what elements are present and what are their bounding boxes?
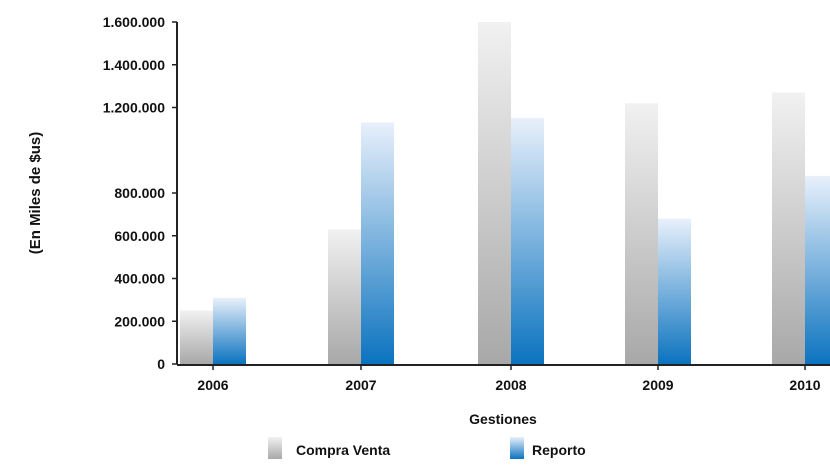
y-tick-label: 1.600.000: [103, 14, 165, 30]
legend: Compra Venta Reporto: [268, 437, 586, 459]
y-tick-label: 600.000: [114, 228, 165, 244]
bar-compra-venta-2006: [180, 310, 213, 364]
y-axis: 0 200.000 400.000 600.000 800.000 1.200.000 1.…: [103, 14, 178, 372]
y-tick-label: 400.000: [114, 271, 165, 287]
x-tick-label: 2009: [642, 377, 673, 393]
x-tick-label: 2010: [789, 377, 820, 393]
x-tick-label: 2006: [197, 377, 228, 393]
y-tick-label: 1.200.000: [103, 100, 165, 116]
bar-reporto-2010: [805, 175, 830, 364]
y-tick-label: 1.400.000: [103, 57, 165, 73]
bars-group: [180, 22, 830, 365]
x-axis: 2006 2007 2008 2009 2010: [177, 364, 830, 393]
bar-reporto-2009: [658, 218, 691, 364]
bar-compra-venta-2009: [625, 103, 658, 364]
legend-swatch-reporto: [510, 437, 524, 459]
y-tick-label: 200.000: [114, 313, 165, 329]
bar-reporto-2007: [361, 122, 394, 365]
x-tick-label: 2008: [495, 377, 526, 393]
bar-reporto-2008: [511, 118, 544, 364]
y-tick-label: 0: [157, 356, 165, 372]
legend-label-compra-venta: Compra Venta: [296, 442, 390, 458]
x-tick-label: 2007: [345, 377, 376, 393]
bar-compra-venta-2007: [328, 229, 361, 364]
bar-compra-venta-2008: [478, 22, 511, 364]
bar-reporto-2006: [213, 297, 246, 364]
bar-compra-venta-2010: [772, 92, 805, 364]
legend-swatch-compra-venta: [268, 437, 282, 459]
x-axis-label: Gestiones: [469, 411, 537, 427]
y-axis-label: (En Miles de $us): [27, 132, 44, 255]
legend-label-reporto: Reporto: [532, 442, 586, 458]
y-tick-label: 800.000: [114, 185, 165, 201]
